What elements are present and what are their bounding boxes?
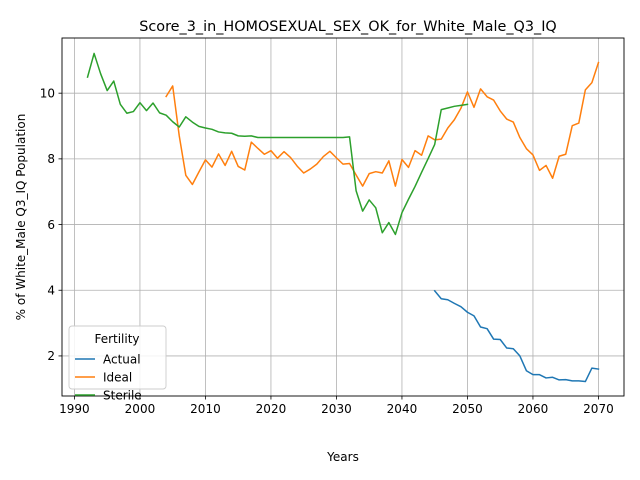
x-axis-ticks: 1990 2000 2010 2020 2030 2040 2050 2060 2070 (59, 396, 614, 416)
legend-label-actual: Actual (103, 352, 141, 366)
legend-box (68, 325, 167, 390)
series-line-ideal (165, 61, 600, 187)
legend-label-ideal: Ideal (103, 370, 132, 384)
y-tick-label: 10 (40, 86, 55, 100)
y-tick-label: 8 (47, 152, 55, 166)
plot-frame (61, 37, 625, 397)
y-tick-label: 2 (47, 349, 55, 363)
legend-label-sterile: Sterile (103, 388, 142, 402)
legend-title: Fertility (94, 332, 139, 346)
x-tick-label: 2020 (256, 402, 287, 416)
x-tick-label: 2060 (518, 402, 549, 416)
series-line-actual (433, 289, 600, 383)
legend-items: Actual Ideal Sterile (75, 352, 142, 402)
legend: Fertility Actual Ideal Sterile (68, 325, 167, 402)
x-tick-label: 2070 (583, 402, 614, 416)
y-tick-label: 4 (47, 284, 55, 298)
y-axis-ticks: 2 4 6 8 10 (40, 86, 62, 363)
series-line-sterile (86, 52, 469, 236)
chart-title: Score_3_in_HOMOSEXUAL_SEX_OK_for_White_M… (139, 19, 557, 35)
x-tick-label: 2000 (125, 402, 156, 416)
x-axis-label: Years (326, 450, 359, 464)
x-tick-label: 2030 (321, 402, 352, 416)
y-axis-label: % of White_Male Q3_IQ Population (14, 114, 28, 321)
x-tick-label: 1990 (59, 402, 90, 416)
grid (62, 38, 624, 396)
y-tick-label: 6 (47, 218, 55, 232)
x-tick-label: 2050 (452, 402, 483, 416)
x-tick-label: 2010 (190, 402, 221, 416)
series-layer (86, 52, 600, 383)
x-tick-label: 2040 (387, 402, 418, 416)
